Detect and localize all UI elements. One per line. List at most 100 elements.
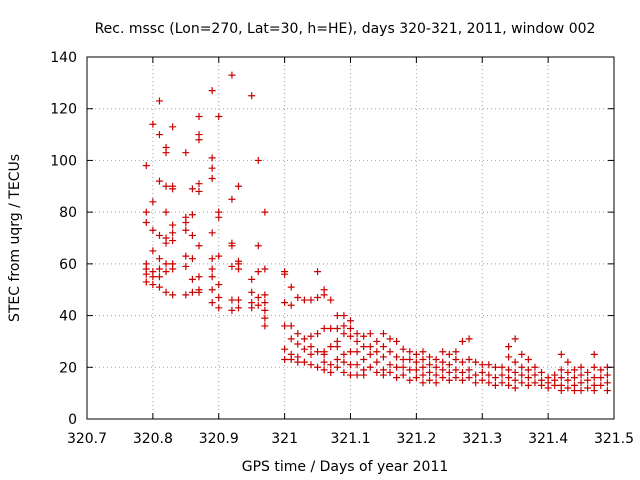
data-point-marker — [419, 356, 427, 364]
data-point-marker — [142, 278, 150, 286]
data-point-marker — [564, 358, 572, 366]
data-point-marker — [393, 353, 401, 361]
data-point-marker — [432, 356, 440, 364]
data-point-marker — [564, 368, 572, 376]
data-point-marker — [155, 273, 163, 281]
data-point-marker — [538, 381, 546, 389]
data-point-marker — [142, 218, 150, 226]
y-tick-label: 100 — [50, 153, 77, 169]
data-point-marker — [577, 379, 585, 387]
data-point-marker — [577, 363, 585, 371]
data-point-marker — [294, 330, 302, 338]
data-point-marker — [518, 350, 526, 358]
data-point-marker — [452, 348, 460, 356]
data-point-marker — [498, 371, 506, 379]
data-point-marker — [300, 345, 308, 353]
data-point-marker — [412, 366, 420, 374]
data-point-marker — [524, 366, 532, 374]
chart-title: Rec. mssc (Lon=270, Lat=30, h=HE), days … — [95, 21, 596, 37]
y-tick-label: 40 — [59, 309, 77, 325]
data-point-marker — [379, 343, 387, 351]
data-point-marker — [142, 162, 150, 170]
data-point-marker — [169, 123, 177, 131]
data-point-marker — [439, 348, 447, 356]
data-point-marker — [294, 358, 302, 366]
data-point-marker — [597, 366, 605, 374]
data-point-marker — [182, 226, 190, 234]
data-point-marker — [195, 242, 203, 250]
data-point-marker — [360, 356, 368, 364]
data-point-marker — [188, 275, 196, 283]
data-point-marker — [426, 368, 434, 376]
data-point-marker — [406, 376, 414, 384]
data-point-marker — [570, 387, 578, 395]
data-point-marker — [307, 343, 315, 351]
data-point-marker — [340, 330, 348, 338]
data-point-marker — [353, 361, 361, 369]
y-axis-ticks: 0 20 40 60 80 100 120 140 — [50, 50, 614, 428]
data-point-marker — [162, 182, 170, 190]
data-point-marker — [281, 345, 289, 353]
data-point-marker — [399, 356, 407, 364]
data-point-marker — [393, 337, 401, 345]
data-point-marker — [511, 358, 519, 366]
data-point-marker — [188, 211, 196, 219]
data-point-marker — [353, 330, 361, 338]
y-axis-label: STEC from uqrg / TECUs — [7, 154, 23, 322]
data-point-marker — [379, 353, 387, 361]
data-point-marker — [149, 281, 157, 289]
data-point-marker — [169, 291, 177, 299]
data-point-marker — [287, 335, 295, 343]
data-point-marker — [590, 363, 598, 371]
data-point-marker — [590, 374, 598, 382]
data-point-marker — [307, 332, 315, 340]
y-tick-label: 60 — [59, 257, 77, 273]
data-point-marker — [478, 376, 486, 384]
data-point-marker — [208, 229, 216, 237]
y-tick-label: 20 — [59, 360, 77, 376]
data-point-marker — [478, 368, 486, 376]
data-point-marker — [419, 379, 427, 387]
data-point-marker — [287, 322, 295, 330]
data-point-marker — [458, 337, 466, 345]
data-point-marker — [426, 353, 434, 361]
data-point-marker — [557, 350, 565, 358]
data-point-marker — [373, 348, 381, 356]
data-point-marker — [386, 361, 394, 369]
data-point-marker — [287, 301, 295, 309]
data-point-marker — [366, 363, 374, 371]
data-point-marker — [452, 374, 460, 382]
data-point-marker — [195, 273, 203, 281]
data-point-marker — [215, 304, 223, 312]
data-point-marker — [215, 281, 223, 289]
data-point-marker — [505, 381, 513, 389]
data-point-marker — [149, 120, 157, 128]
data-point-marker — [149, 226, 157, 234]
data-point-marker — [577, 371, 585, 379]
data-point-marker — [366, 330, 374, 338]
data-point-marker — [155, 177, 163, 185]
data-point-marker — [518, 379, 526, 387]
data-point-marker — [142, 270, 150, 278]
data-point-marker — [511, 384, 519, 392]
data-point-marker — [162, 288, 170, 296]
data-point-marker — [327, 361, 335, 369]
data-point-marker — [281, 322, 289, 330]
data-point-marker — [472, 371, 480, 379]
data-point-marker — [584, 368, 592, 376]
data-point-marker — [432, 379, 440, 387]
data-point-marker — [320, 325, 328, 332]
data-point-marker — [366, 343, 374, 351]
data-point-marker — [169, 237, 177, 245]
data-point-marker — [432, 371, 440, 379]
data-point-marker — [188, 185, 196, 193]
data-point-marker — [518, 363, 526, 371]
data-point-marker — [195, 288, 203, 296]
data-point-marker — [379, 330, 387, 338]
data-point-marker — [287, 283, 295, 291]
data-point-marker — [208, 286, 216, 294]
data-point-marker — [254, 301, 262, 309]
data-point-marker — [320, 291, 328, 299]
data-point-marker — [379, 371, 387, 379]
data-point-marker — [333, 312, 341, 320]
